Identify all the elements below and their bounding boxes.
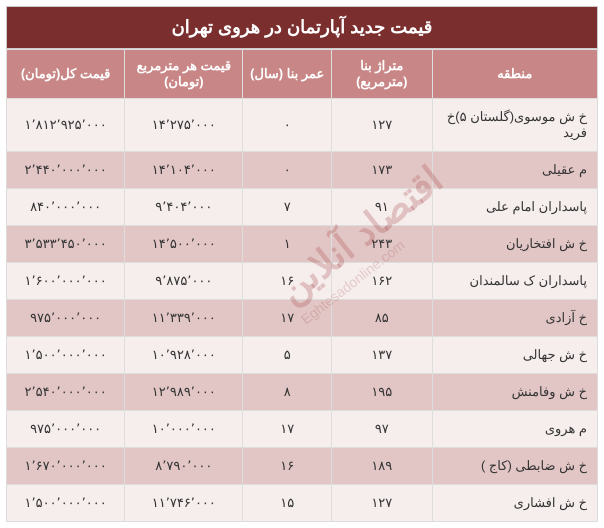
price-table-container: قیمت جدید آپارتمان در هروی تهران منطقه م…: [0, 0, 604, 528]
cell-age: ۵: [243, 337, 332, 374]
cell-area: ۱۹۵: [332, 374, 432, 411]
cell-region: خ آزادی: [432, 300, 597, 337]
cell-ppm: ۱۲٬۹۸۹٬۰۰۰: [125, 374, 243, 411]
cell-ppm: ۱۴٬۵۰۰٬۰۰۰: [125, 226, 243, 263]
cell-region: م هروی: [432, 411, 597, 448]
cell-region: خ ش ضابطی (کاج ): [432, 448, 597, 485]
cell-area: ۸۵: [332, 300, 432, 337]
cell-total: ۹۷۵٬۰۰۰٬۰۰۰: [7, 300, 125, 337]
cell-total: ۳٬۵۳۳٬۴۵۰٬۰۰۰: [7, 226, 125, 263]
cell-total: ۱٬۶۷۰٬۰۰۰٬۰۰۰: [7, 448, 125, 485]
col-header-age: عمر بنا (سال): [243, 50, 332, 99]
cell-area: ۱۲۷: [332, 485, 432, 522]
cell-age: ۱۷: [243, 411, 332, 448]
header-row: منطقه متراژ بنا (مترمربع) عمر بنا (سال) …: [7, 50, 598, 99]
cell-ppm: ۱۴٬۱۰۴٬۰۰۰: [125, 152, 243, 189]
cell-area: ۱۷۳: [332, 152, 432, 189]
table-title: قیمت جدید آپارتمان در هروی تهران: [6, 6, 598, 49]
cell-age: ۰: [243, 99, 332, 152]
cell-total: ۲٬۴۴۰٬۰۰۰٬۰۰۰: [7, 152, 125, 189]
cell-area: ۱۶۲: [332, 263, 432, 300]
cell-ppm: ۹٬۸۷۵٬۰۰۰: [125, 263, 243, 300]
table-row: پاسداران ک سالمندان ۱۶۲ ۱۶ ۹٬۸۷۵٬۰۰۰ ۱٬۶…: [7, 263, 598, 300]
cell-ppm: ۱۰٬۰۰۰٬۰۰۰: [125, 411, 243, 448]
cell-age: ۱۵: [243, 485, 332, 522]
cell-total: ۱٬۸۱۲٬۹۲۵٬۰۰۰: [7, 99, 125, 152]
cell-region: خ ش جهالی: [432, 337, 597, 374]
cell-region: پاسداران ک سالمندان: [432, 263, 597, 300]
cell-age: ۰: [243, 152, 332, 189]
table-row: خ ش ضابطی (کاج ) ۱۸۹ ۱۶ ۸٬۷۹۰٬۰۰۰ ۱٬۶۷۰٬…: [7, 448, 598, 485]
cell-ppm: ۱۴٬۲۷۵٬۰۰۰: [125, 99, 243, 152]
col-header-region: منطقه: [432, 50, 597, 99]
cell-region: پاسداران امام علی: [432, 189, 597, 226]
table-row: خ ش جهالی ۱۳۷ ۵ ۱۰٬۹۲۸٬۰۰۰ ۱٬۵۰۰٬۰۰۰٬۰۰۰: [7, 337, 598, 374]
table-body: خ ش موسوی(گلستان ۵)خ فرید ۱۲۷ ۰ ۱۴٬۲۷۵٬۰…: [7, 99, 598, 522]
cell-total: ۱٬۵۰۰٬۰۰۰٬۰۰۰: [7, 485, 125, 522]
cell-region: م عقیلی: [432, 152, 597, 189]
cell-age: ۱۷: [243, 300, 332, 337]
table-row: خ ش موسوی(گلستان ۵)خ فرید ۱۲۷ ۰ ۱۴٬۲۷۵٬۰…: [7, 99, 598, 152]
col-header-area: متراژ بنا (مترمربع): [332, 50, 432, 99]
cell-region: خ ش وفامنش: [432, 374, 597, 411]
table-row: م عقیلی ۱۷۳ ۰ ۱۴٬۱۰۴٬۰۰۰ ۲٬۴۴۰٬۰۰۰٬۰۰۰: [7, 152, 598, 189]
cell-age: ۷: [243, 189, 332, 226]
cell-area: ۱۲۷: [332, 99, 432, 152]
cell-ppm: ۸٬۷۹۰٬۰۰۰: [125, 448, 243, 485]
cell-ppm: ۱۰٬۹۲۸٬۰۰۰: [125, 337, 243, 374]
cell-total: ۹۷۵٬۰۰۰٬۰۰۰: [7, 411, 125, 448]
cell-region: خ ش افشاری: [432, 485, 597, 522]
cell-total: ۱٬۶۰۰٬۰۰۰٬۰۰۰: [7, 263, 125, 300]
cell-total: ۱٬۵۰۰٬۰۰۰٬۰۰۰: [7, 337, 125, 374]
cell-region: خ ش افتخاریان: [432, 226, 597, 263]
cell-age: ۱۶: [243, 448, 332, 485]
table-row: خ ش افتخاریان ۲۴۳ ۱ ۱۴٬۵۰۰٬۰۰۰ ۳٬۵۳۳٬۴۵۰…: [7, 226, 598, 263]
table-row: م هروی ۹۷ ۱۷ ۱۰٬۰۰۰٬۰۰۰ ۹۷۵٬۰۰۰٬۰۰۰: [7, 411, 598, 448]
cell-total: ۲٬۵۴۰٬۰۰۰٬۰۰۰: [7, 374, 125, 411]
table-row: خ ش وفامنش ۱۹۵ ۸ ۱۲٬۹۸۹٬۰۰۰ ۲٬۵۴۰٬۰۰۰٬۰۰…: [7, 374, 598, 411]
cell-total: ۸۴۰٬۰۰۰٬۰۰۰: [7, 189, 125, 226]
cell-area: ۱۸۹: [332, 448, 432, 485]
cell-ppm: ۹٬۴۰۴٬۰۰۰: [125, 189, 243, 226]
cell-area: ۲۴۳: [332, 226, 432, 263]
cell-ppm: ۱۱٬۷۴۶٬۰۰۰: [125, 485, 243, 522]
cell-age: ۸: [243, 374, 332, 411]
table-row: خ آزادی ۸۵ ۱۷ ۱۱٬۳۳۹٬۰۰۰ ۹۷۵٬۰۰۰٬۰۰۰: [7, 300, 598, 337]
cell-age: ۱۶: [243, 263, 332, 300]
cell-area: ۹۷: [332, 411, 432, 448]
cell-region: خ ش موسوی(گلستان ۵)خ فرید: [432, 99, 597, 152]
col-header-ppm: قیمت هر مترمربع (تومان): [125, 50, 243, 99]
table-row: خ ش افشاری ۱۲۷ ۱۵ ۱۱٬۷۴۶٬۰۰۰ ۱٬۵۰۰٬۰۰۰٬۰…: [7, 485, 598, 522]
table-row: پاسداران امام علی ۹۱ ۷ ۹٬۴۰۴٬۰۰۰ ۸۴۰٬۰۰۰…: [7, 189, 598, 226]
cell-age: ۱: [243, 226, 332, 263]
col-header-total: قیمت کل(تومان): [7, 50, 125, 99]
cell-area: ۱۳۷: [332, 337, 432, 374]
apartment-price-table: منطقه متراژ بنا (مترمربع) عمر بنا (سال) …: [6, 49, 598, 522]
cell-ppm: ۱۱٬۳۳۹٬۰۰۰: [125, 300, 243, 337]
cell-area: ۹۱: [332, 189, 432, 226]
